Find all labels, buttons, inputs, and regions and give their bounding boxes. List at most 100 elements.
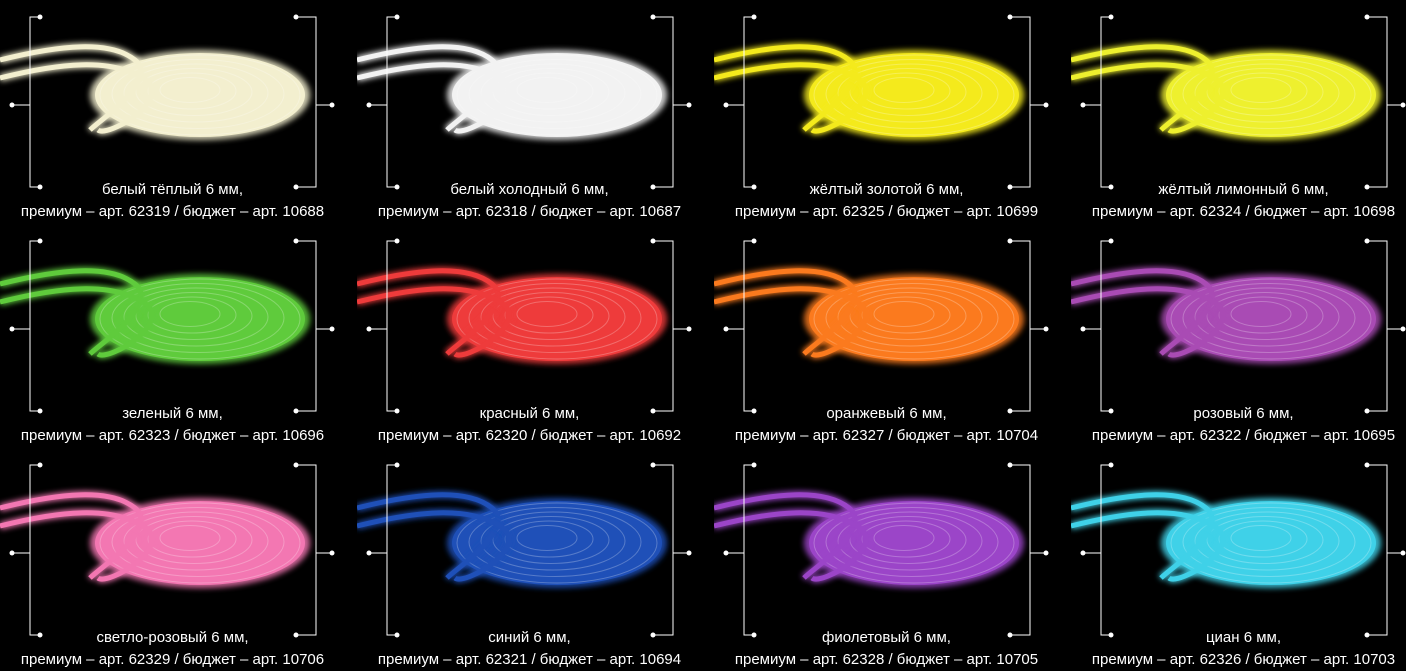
bracket-dot: [293, 14, 299, 20]
product-article: премиум – арт. 62318 / бюджет – арт. 106…: [377, 203, 682, 220]
product-card: зеленый 6 мм, премиум – арт. 62323 / бюдж…: [0, 224, 357, 448]
coil-strand: [0, 492, 144, 580]
product-card: красный 6 мм, премиум – арт. 62320 / бюдж…: [357, 224, 714, 448]
coil-body: [809, 501, 1019, 585]
coil-ring: [1194, 63, 1340, 123]
bracket-dot: [751, 462, 757, 468]
bracket-dot: [1007, 238, 1013, 244]
bracket-dot: [329, 550, 335, 556]
coil-strand: [714, 44, 858, 132]
bracket-left: [726, 240, 754, 412]
bracket-left: [726, 464, 754, 636]
coil-ring: [504, 520, 594, 558]
neon-coil: [714, 267, 1024, 364]
coil-ring: [1182, 507, 1356, 577]
coil-strand: [1071, 268, 1215, 356]
bracket-dot: [394, 238, 400, 244]
bracket-dot: [1400, 550, 1406, 556]
product-article: премиум – арт. 62319 / бюджет – арт. 106…: [20, 203, 325, 220]
product-image: [0, 14, 335, 190]
product-card: фиолетовый 6 мм, премиум – арт. 62328 / б…: [714, 448, 1071, 671]
bracket-dot: [293, 238, 299, 244]
neon-coil: [1071, 267, 1381, 364]
coil-ring: [813, 278, 1015, 360]
bracket-dot: [366, 550, 372, 556]
coil-ring: [873, 525, 935, 551]
product-card: белый холодный 6 мм, премиум – арт. 62318…: [357, 0, 714, 224]
product-image: [357, 462, 692, 638]
bracket-dot: [751, 632, 757, 638]
bracket-dot: [329, 102, 335, 108]
bracket-dot: [9, 102, 15, 108]
coil-ring: [504, 72, 594, 110]
bracket-left: [369, 464, 397, 636]
product-name: красный 6 мм,: [479, 405, 580, 422]
bracket-dot: [751, 184, 757, 190]
bracket-left: [12, 240, 40, 412]
product-article: премиум – арт. 62320 / бюджет – арт. 106…: [377, 427, 682, 444]
bracket-dot: [1007, 462, 1013, 468]
coil-ring: [159, 77, 221, 103]
coil-body: [452, 277, 662, 361]
neon-coil: [714, 491, 1024, 588]
coil-body: [95, 277, 305, 361]
product-name: белый холодный 6 мм,: [450, 181, 609, 198]
bracket-right: [1367, 240, 1403, 412]
coil-ring: [1170, 502, 1372, 584]
bracket-dot: [650, 184, 656, 190]
coil-ring: [123, 287, 269, 347]
product-name: циан 6 мм,: [1205, 629, 1282, 646]
coil-strand: [357, 62, 512, 134]
bracket-left: [369, 240, 397, 412]
bracket-left: [726, 16, 754, 188]
coil-ring: [111, 283, 285, 353]
bracket-right: [653, 240, 689, 412]
bracket-dot: [1364, 408, 1370, 414]
coil-strand: [1071, 286, 1226, 358]
coil-strand: [0, 44, 144, 132]
product-article: премиум – арт. 62326 / бюджет – арт. 107…: [1091, 651, 1396, 668]
neon-coil: [357, 267, 667, 364]
coil-ring: [99, 278, 301, 360]
product-image: [357, 238, 692, 414]
coil-ring: [468, 59, 642, 129]
coil-body: [452, 53, 662, 137]
bracket-dot: [1080, 326, 1086, 332]
coil-strand: [714, 286, 869, 358]
bracket-dot: [293, 632, 299, 638]
coil-ring: [111, 507, 285, 577]
bracket-dot: [1364, 14, 1370, 20]
product-image: [714, 462, 1049, 638]
coil-ring: [813, 502, 1015, 584]
bracket-dot: [686, 326, 692, 332]
bracket-dot: [293, 184, 299, 190]
coil-ring: [1170, 278, 1372, 360]
product-name: жёлтый лимонный 6 мм,: [1158, 181, 1329, 198]
bracket-dot: [37, 184, 43, 190]
bracket-right: [296, 240, 332, 412]
product-image: [1071, 462, 1406, 638]
bracket-right: [296, 464, 332, 636]
coil-ring: [1230, 77, 1292, 103]
bracket-right: [296, 16, 332, 188]
bracket-dot: [1043, 326, 1049, 332]
coil-ring: [1218, 296, 1308, 334]
neon-coil: [0, 267, 310, 364]
coil-ring: [837, 287, 983, 347]
bracket-dot: [1108, 184, 1114, 190]
neon-coil: [1071, 491, 1381, 588]
coil-ring: [456, 502, 658, 584]
bracket-dot: [394, 184, 400, 190]
coil-ring: [159, 301, 221, 327]
coil-ring: [861, 520, 951, 558]
product-image: [0, 238, 335, 414]
bracket-dot: [686, 102, 692, 108]
product-name: жёлтый золотой 6 мм,: [809, 181, 964, 198]
bracket-dot: [723, 326, 729, 332]
bracket-dot: [1108, 238, 1114, 244]
bracket-left: [1083, 464, 1111, 636]
coil-ring: [825, 283, 999, 353]
coil-strand: [714, 62, 869, 134]
coil-body: [1166, 53, 1376, 137]
bracket-dot: [1043, 102, 1049, 108]
